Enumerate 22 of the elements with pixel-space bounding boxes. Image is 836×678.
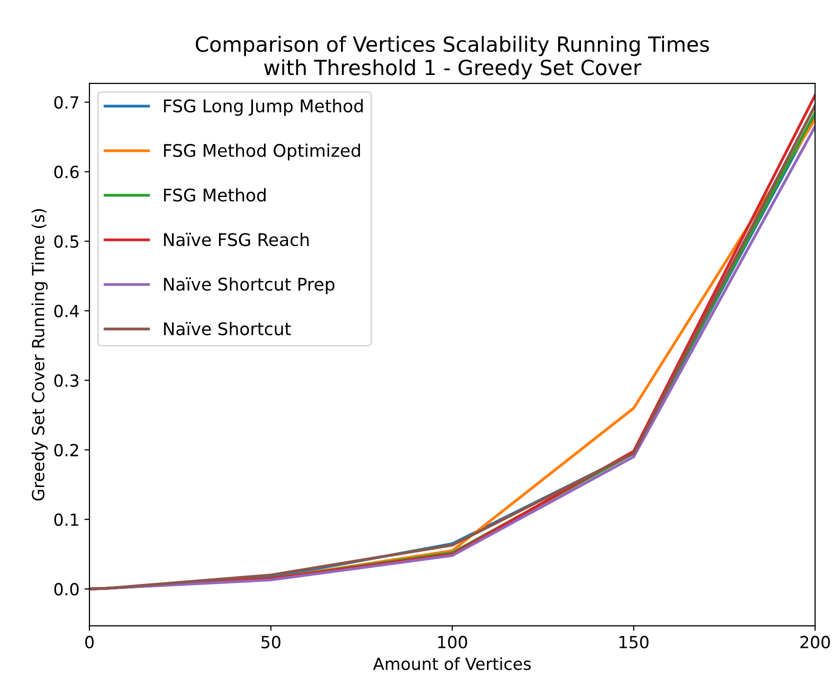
legend-label: Naïve Shortcut	[164, 322, 291, 336]
y-tick-label: 0.2	[54, 444, 78, 456]
x-tick-label: 150	[620, 636, 648, 648]
legend-label: Naïve Shortcut Prep	[164, 277, 334, 294]
legend-label: FSG Method Optimized	[164, 144, 360, 160]
y-tick-label: 0.3	[54, 374, 78, 387]
y-tick-label: 0.5	[54, 235, 78, 248]
x-axis-title: Amount of Vertices	[373, 657, 531, 670]
y-tick-label: 0.4	[54, 304, 79, 318]
x-tick-label: 0	[85, 636, 94, 648]
x-tick-label: 100	[438, 636, 468, 648]
y-tick-label: 0.1	[54, 513, 78, 526]
y-tick-label: 0.6	[54, 166, 79, 178]
y-axis-title: Greedy Set Cover Running Time (s)	[32, 209, 48, 501]
legend-label: FSG Method	[164, 188, 266, 202]
y-tick-label: 0.0	[54, 582, 79, 596]
legend-label: FSG Long Jump Method	[164, 99, 363, 116]
y-tick-label: 0.7	[54, 96, 78, 109]
x-tick-label: 50	[262, 636, 280, 648]
x-tick-label: 200	[800, 636, 830, 648]
legend-label: Naïve FSG Reach	[164, 232, 309, 246]
chart-title: Comparison of Vertices Scalability Running Times with Threshold 1 - Greedy Set Cover	[196, 36, 709, 80]
